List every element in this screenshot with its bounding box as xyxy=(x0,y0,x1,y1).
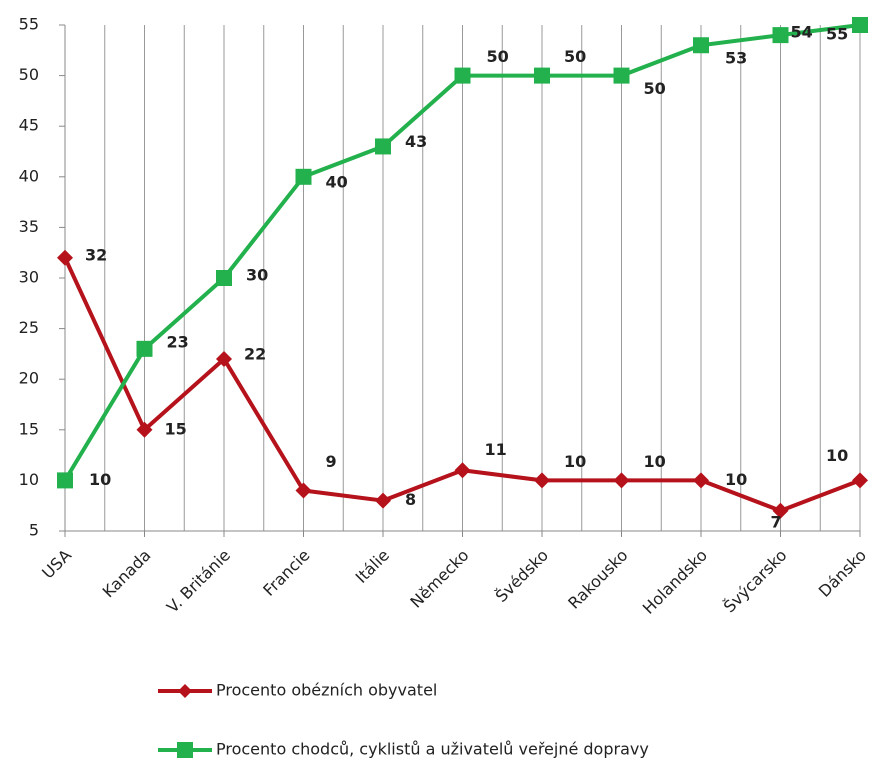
y-tick-label: 30 xyxy=(19,268,39,287)
data-label: 10 xyxy=(725,470,747,489)
x-tick-label: Švédsko xyxy=(492,546,552,606)
data-label: 10 xyxy=(826,446,848,465)
y-tick-label: 5 xyxy=(29,521,39,540)
marker xyxy=(136,340,153,357)
marker xyxy=(295,168,312,185)
data-label: 9 xyxy=(326,452,337,471)
data-label: 15 xyxy=(165,419,187,438)
marker xyxy=(57,472,73,489)
marker xyxy=(57,249,73,266)
x-tick-label: Švýcarsko xyxy=(720,546,791,617)
x-tick-label: Dánsko xyxy=(815,546,869,601)
data-label: 53 xyxy=(725,49,747,68)
marker xyxy=(534,67,550,84)
x-tick-label: Itálie xyxy=(352,546,393,587)
marker xyxy=(613,67,630,84)
data-label: 23 xyxy=(167,332,189,351)
marker xyxy=(216,270,232,286)
marker xyxy=(534,472,550,489)
x-tick-label: Kanada xyxy=(99,546,155,602)
x-tick-label: Německo xyxy=(406,546,472,612)
x-tick-label: Rakousko xyxy=(564,546,631,613)
data-label: 10 xyxy=(644,452,666,471)
data-label: 55 xyxy=(826,25,848,44)
data-label: 50 xyxy=(487,47,509,66)
marker xyxy=(693,37,709,54)
y-tick-label: 35 xyxy=(19,217,39,236)
x-tick-label: Holandsko xyxy=(639,546,711,618)
data-label: 50 xyxy=(564,47,586,66)
x-tick-label: Francie xyxy=(259,546,313,600)
data-label: 8 xyxy=(405,490,416,509)
y-tick-label: 15 xyxy=(19,419,39,438)
legend-label: Procento chodců, cyklistů a uživatelů ve… xyxy=(216,740,649,759)
y-tick-label: 40 xyxy=(19,166,39,185)
data-label: 10 xyxy=(89,470,111,489)
y-tick-label: 20 xyxy=(19,369,39,388)
marker xyxy=(454,67,471,84)
data-label: 50 xyxy=(644,79,666,98)
y-tick-label: 10 xyxy=(19,470,39,489)
data-label: 10 xyxy=(564,452,586,471)
data-label: 54 xyxy=(791,23,813,42)
marker xyxy=(136,421,153,438)
marker xyxy=(852,17,868,33)
legend-marker xyxy=(177,742,193,758)
marker xyxy=(772,502,789,519)
marker xyxy=(693,472,709,489)
data-label: 11 xyxy=(485,440,507,459)
x-tick-label: USA xyxy=(38,546,75,583)
data-label: 7 xyxy=(771,512,782,531)
marker xyxy=(454,462,471,479)
data-label: 32 xyxy=(85,245,107,264)
data-label: 22 xyxy=(244,344,266,363)
marker xyxy=(772,27,789,44)
marker xyxy=(375,138,391,155)
legend-label: Procento obézních obyvatel xyxy=(216,681,437,700)
y-tick-label: 45 xyxy=(19,116,39,135)
marker xyxy=(216,350,232,367)
marker xyxy=(375,492,391,509)
y-tick-label: 25 xyxy=(19,318,39,337)
y-tick-label: 50 xyxy=(19,65,39,84)
x-tick-label: V. Británie xyxy=(163,546,234,617)
marker xyxy=(852,472,868,489)
data-label: 43 xyxy=(405,132,427,151)
marker xyxy=(295,482,312,499)
marker xyxy=(613,472,630,489)
legend-marker xyxy=(178,684,192,698)
data-label: 40 xyxy=(326,172,348,191)
y-tick-label: 55 xyxy=(19,15,39,34)
data-label: 30 xyxy=(246,266,268,285)
